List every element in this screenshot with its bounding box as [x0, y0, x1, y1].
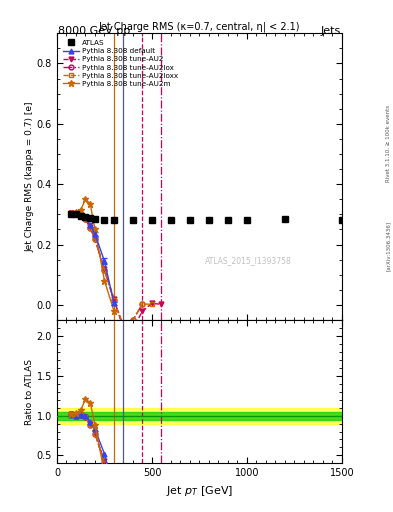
ATLAS: [130, 217, 135, 223]
Pythia 8.308 tune-AU2: [78, 212, 83, 218]
Line: ATLAS: ATLAS: [68, 211, 345, 224]
ATLAS: [69, 211, 73, 218]
Text: ATLAS_2015_I1393758: ATLAS_2015_I1393758: [205, 255, 292, 265]
ATLAS: [187, 217, 192, 223]
ATLAS: [102, 217, 107, 223]
Pythia 8.308 tune-AU2lox: [130, 317, 135, 323]
Text: Rivet 3.1.10, ≥ 100k events: Rivet 3.1.10, ≥ 100k events: [386, 105, 391, 182]
X-axis label: Jet $p_T$ [GeV]: Jet $p_T$ [GeV]: [166, 484, 233, 498]
Line: Pythia 8.308 tune-AU2: Pythia 8.308 tune-AU2: [69, 210, 164, 331]
Pythia 8.308 tune-AU2lox: [88, 225, 93, 231]
ATLAS: [73, 211, 78, 218]
Pythia 8.308 tune-AU2loxx: [93, 236, 97, 242]
Pythia 8.308 tune-AU2lox: [121, 323, 126, 329]
Pythia 8.308 tune-AU2lox: [78, 212, 83, 219]
Pythia 8.308 tune-AU2: [121, 326, 126, 332]
Text: Jets: Jets: [321, 26, 341, 36]
Pythia 8.308 tune-AU2: [73, 211, 78, 217]
Line: Pythia 8.308 tune-AU2lox: Pythia 8.308 tune-AU2lox: [69, 210, 145, 329]
Pythia 8.308 tune-AU2loxx: [121, 323, 126, 329]
Pythia 8.308 tune-AU2m: [93, 226, 97, 232]
Pythia 8.308 tune-AU2lox: [112, 297, 116, 304]
Pythia 8.308 tune-AU2: [140, 308, 145, 314]
Pythia 8.308 tune-AU2loxx: [150, 301, 154, 307]
ATLAS: [283, 216, 287, 222]
Pythia 8.308 tune-AU2m: [69, 210, 73, 216]
Pythia 8.308 tune-AU2: [69, 210, 73, 216]
ATLAS: [169, 217, 173, 223]
Pythia 8.308 tune-AU2loxx: [140, 301, 145, 307]
Title: Jet Charge RMS (κ=0.7, central, η| < 2.1): Jet Charge RMS (κ=0.7, central, η| < 2.1…: [99, 21, 300, 32]
Pythia 8.308 tune-AU2: [150, 301, 154, 307]
Pythia 8.308 tune-AU2lox: [102, 267, 107, 273]
Pythia 8.308 tune-AU2lox: [73, 211, 78, 218]
Legend: ATLAS, Pythia 8.308 default, Pythia 8.308 tune-AU2, Pythia 8.308 tune-AU2lox, Py: ATLAS, Pythia 8.308 default, Pythia 8.30…: [61, 37, 181, 90]
ATLAS: [112, 217, 116, 223]
Pythia 8.308 tune-AU2loxx: [130, 317, 135, 323]
Pythia 8.308 tune-AU2: [83, 216, 88, 222]
Y-axis label: Ratio to ATLAS: Ratio to ATLAS: [25, 359, 34, 424]
Pythia 8.308 tune-AU2loxx: [83, 217, 88, 223]
Line: Pythia 8.308 tune-AU2m: Pythia 8.308 tune-AU2m: [68, 196, 118, 314]
Pythia 8.308 tune-AU2m: [112, 308, 116, 314]
Pythia 8.308 tune-AU2: [102, 266, 107, 272]
Pythia 8.308 tune-AU2loxx: [78, 212, 83, 219]
ATLAS: [207, 217, 211, 223]
Bar: [57, 412, 342, 419]
Pythia 8.308 tune-AU2: [112, 296, 116, 302]
Pythia 8.308 tune-AU2: [93, 236, 97, 242]
ATLAS: [78, 213, 83, 219]
ATLAS: [340, 217, 344, 223]
ATLAS: [226, 217, 230, 223]
Pythia 8.308 tune-AU2lox: [69, 210, 73, 216]
Pythia 8.308 tune-AU2loxx: [73, 211, 78, 218]
ATLAS: [244, 217, 249, 223]
Line: Pythia 8.308 tune-AU2loxx: Pythia 8.308 tune-AU2loxx: [69, 210, 154, 329]
Pythia 8.308 tune-AU2m: [83, 196, 88, 202]
Pythia 8.308 tune-AU2lox: [140, 301, 145, 307]
Pythia 8.308 tune-AU2m: [88, 201, 93, 207]
Pythia 8.308 tune-AU2: [88, 224, 93, 230]
Text: [arXiv:1306.3436]: [arXiv:1306.3436]: [386, 221, 391, 271]
Bar: [57, 408, 342, 423]
Pythia 8.308 tune-AU2lox: [93, 236, 97, 242]
Pythia 8.308 tune-AU2m: [102, 278, 107, 284]
Pythia 8.308 tune-AU2loxx: [88, 225, 93, 231]
Text: 8000 GeV pp: 8000 GeV pp: [58, 26, 130, 36]
Pythia 8.308 tune-AU2: [159, 301, 164, 307]
Pythia 8.308 tune-AU2loxx: [102, 267, 107, 273]
Pythia 8.308 tune-AU2loxx: [112, 297, 116, 304]
Pythia 8.308 tune-AU2m: [73, 209, 78, 215]
Pythia 8.308 tune-AU2: [130, 326, 135, 332]
Pythia 8.308 tune-AU2loxx: [69, 210, 73, 216]
ATLAS: [150, 217, 154, 223]
Pythia 8.308 tune-AU2m: [78, 207, 83, 213]
Y-axis label: Jet Charge RMS (kappa = 0.7) [e]: Jet Charge RMS (kappa = 0.7) [e]: [25, 101, 34, 252]
ATLAS: [93, 217, 97, 223]
Pythia 8.308 tune-AU2lox: [83, 217, 88, 223]
ATLAS: [88, 215, 93, 221]
ATLAS: [83, 215, 88, 221]
